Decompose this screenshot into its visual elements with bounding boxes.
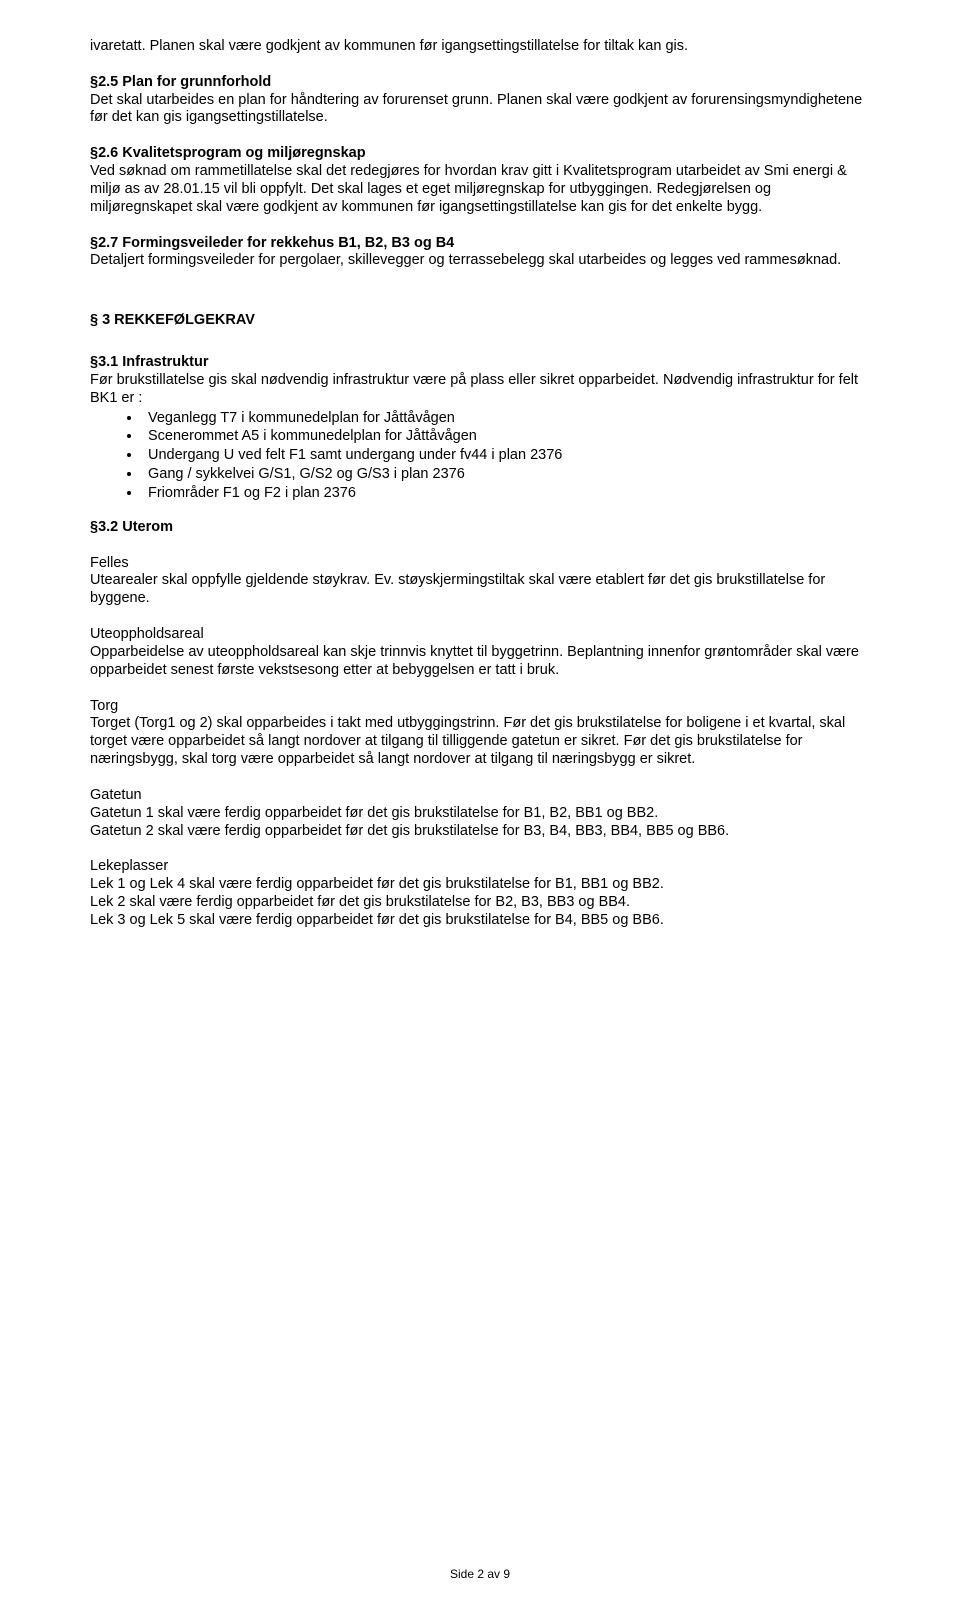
section-2-6: §2.6 Kvalitetsprogram og miljøregnskap V… [90,145,870,216]
body-2-6: Ved søknad om rammetillatelse skal det r… [90,163,847,215]
gatetun-line-1: Gatetun 1 skal være ferdig opparbeidet f… [90,805,870,823]
leke-line-1: Lek 1 og Lek 4 skal være ferdig opparbei… [90,876,870,894]
list-item: Scenerommet A5 i kommunedelplan for Jått… [142,428,870,446]
list-item: Undergang U ved felt F1 samt undergang u… [142,447,870,465]
heading-2-7: §2.7 Formingsveileder for rekkehus B1, B… [90,235,454,251]
gatetun-line-2: Gatetun 2 skal være ferdig opparbeidet f… [90,823,870,841]
paragraph-ivaretatt: ivaretatt. Planen skal være godkjent av … [90,38,870,56]
subhead-gatetun: Gatetun [90,787,870,805]
body-torg: Torget (Torg1 og 2) skal opparbeides i t… [90,715,870,768]
page-footer: Side 2 av 9 [0,1567,960,1582]
list-item: Friområder F1 og F2 i plan 2376 [142,485,870,503]
list-item: Veganlegg T7 i kommunedelplan for Jåttåv… [142,410,870,428]
section-3-1: §3.1 Infrastruktur Før brukstillatelse g… [90,354,870,407]
heading-3-2: §3.2 Uterom [90,519,870,537]
subhead-lekeplasser: Lekeplasser [90,858,870,876]
leke-line-3: Lek 3 og Lek 5 skal være ferdig opparbei… [90,912,870,930]
subhead-felles: Felles [90,555,870,573]
body-felles: Utearealer skal oppfylle gjeldende støyk… [90,572,870,608]
section-2-7: §2.7 Formingsveileder for rekkehus B1, B… [90,235,870,271]
subhead-torg: Torg [90,698,870,716]
heading-3-1: §3.1 Infrastruktur [90,354,208,370]
body-2-7: Detaljert formingsveileder for pergolaer… [90,252,841,268]
heading-2-6: §2.6 Kvalitetsprogram og miljøregnskap [90,145,366,161]
infrastructure-list: Veganlegg T7 i kommunedelplan for Jåttåv… [90,410,870,503]
body-3-1: Før brukstillatelse gis skal nødvendig i… [90,372,858,406]
section-2-5: §2.5 Plan for grunnforhold Det skal utar… [90,74,870,127]
body-uteopphold: Opparbeidelse av uteoppholdsareal kan sk… [90,644,870,680]
heading-2-5: §2.5 Plan for grunnforhold [90,74,271,90]
list-item: Gang / sykkelvei G/S1, G/S2 og G/S3 i pl… [142,466,870,484]
subhead-uteopphold: Uteoppholdsareal [90,626,870,644]
leke-line-2: Lek 2 skal være ferdig opparbeidet før d… [90,894,870,912]
heading-3: § 3 REKKEFØLGEKRAV [90,312,870,330]
body-2-5: Det skal utarbeides en plan for håndteri… [90,92,862,126]
